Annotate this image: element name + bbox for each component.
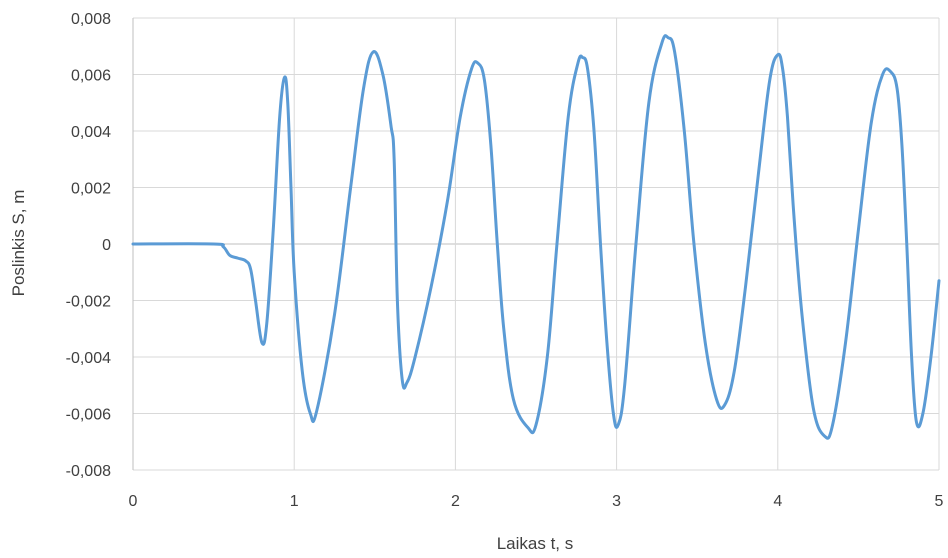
y-tick-label: 0,008 bbox=[71, 11, 111, 28]
series-line bbox=[131, 34, 941, 440]
series-layer bbox=[131, 34, 941, 440]
y-tick-label: 0,002 bbox=[71, 181, 111, 198]
x-tick-label: 2 bbox=[451, 493, 460, 510]
y-tick-labels: -0,008 -0,006 -0,004 -0,002 0 0,002 0,004 0,006… bbox=[66, 11, 111, 480]
y-tick-label: -0,008 bbox=[66, 463, 111, 480]
y-tick-label: 0 bbox=[102, 237, 111, 254]
y-axis-title: Poslinkis S, m bbox=[9, 190, 28, 297]
x-tick-label: 0 bbox=[129, 493, 138, 510]
gridlines bbox=[132, 17, 940, 471]
y-tick-label: 0,004 bbox=[71, 124, 111, 141]
y-tick-label: 0,006 bbox=[71, 68, 111, 85]
x-tick-label: 1 bbox=[290, 493, 299, 510]
x-tick-label: 4 bbox=[773, 493, 782, 510]
x-tick-label: 3 bbox=[612, 493, 621, 510]
x-tick-labels: 0 1 2 3 4 5 bbox=[129, 493, 944, 510]
x-axis-title: Laikas t, s bbox=[497, 534, 574, 553]
y-tick-label: -0,002 bbox=[66, 294, 111, 311]
y-tick-label: -0,006 bbox=[66, 407, 111, 424]
y-tick-label: -0,004 bbox=[66, 350, 111, 367]
x-tick-label: 5 bbox=[935, 493, 944, 510]
